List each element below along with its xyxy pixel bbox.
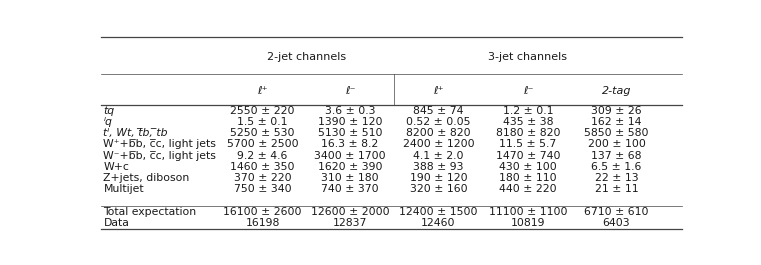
- Text: Multijet: Multijet: [103, 184, 144, 194]
- Text: 137 ± 68: 137 ± 68: [591, 151, 642, 161]
- Text: 9.2 ± 4.6: 9.2 ± 4.6: [237, 151, 288, 161]
- Text: 4.1 ± 2.0: 4.1 ± 2.0: [413, 151, 463, 161]
- Text: 1.5 ± 0.1: 1.5 ± 0.1: [237, 117, 288, 127]
- Text: tᴵ, Wt, t̅b, ̅tb: tᴵ, Wt, t̅b, ̅tb: [103, 128, 168, 138]
- Text: 310 ± 180: 310 ± 180: [321, 173, 379, 183]
- Text: 8180 ± 820: 8180 ± 820: [495, 128, 560, 138]
- Text: 200 ± 100: 200 ± 100: [587, 139, 645, 149]
- Text: 750 ± 340: 750 ± 340: [234, 184, 291, 194]
- Text: 845 ± 74: 845 ± 74: [413, 106, 463, 116]
- Text: 11.5 ± 5.7: 11.5 ± 5.7: [499, 139, 556, 149]
- Text: 16198: 16198: [246, 218, 280, 228]
- Text: 12837: 12837: [333, 218, 367, 228]
- Text: 1470 ± 740: 1470 ± 740: [495, 151, 560, 161]
- Text: Total expectation: Total expectation: [103, 207, 196, 217]
- Text: 0.52 ± 0.05: 0.52 ± 0.05: [406, 117, 470, 127]
- Text: 12600 ± 2000: 12600 ± 2000: [310, 207, 389, 217]
- Text: ℓ⁻: ℓ⁻: [345, 86, 355, 96]
- Text: 12400 ± 1500: 12400 ± 1500: [399, 207, 478, 217]
- Text: W⁺+b̅b, c̅c, light jets: W⁺+b̅b, c̅c, light jets: [103, 139, 216, 149]
- Text: ℓ⁻: ℓ⁻: [523, 86, 533, 96]
- Text: 6403: 6403: [603, 218, 630, 228]
- Text: 8200 ± 820: 8200 ± 820: [406, 128, 471, 138]
- Text: W⁻+b̅b, c̅c, light jets: W⁻+b̅b, c̅c, light jets: [103, 151, 216, 161]
- Text: 22 ± 13: 22 ± 13: [594, 173, 638, 183]
- Text: 2550 ± 220: 2550 ± 220: [231, 106, 295, 116]
- Text: 16.3 ± 8.2: 16.3 ± 8.2: [321, 139, 378, 149]
- Text: Data: Data: [103, 218, 129, 228]
- Text: Z+jets, diboson: Z+jets, diboson: [103, 173, 189, 183]
- Text: 6.5 ± 1.6: 6.5 ± 1.6: [591, 162, 642, 172]
- Text: 3400 ± 1700: 3400 ± 1700: [314, 151, 386, 161]
- Text: 12460: 12460: [421, 218, 456, 228]
- Text: 309 ± 26: 309 ± 26: [591, 106, 642, 116]
- Text: 5850 ± 580: 5850 ± 580: [584, 128, 648, 138]
- Text: 5130 ± 510: 5130 ± 510: [317, 128, 382, 138]
- Text: ᴵq: ᴵq: [103, 117, 113, 127]
- Text: 6710 ± 610: 6710 ± 610: [584, 207, 648, 217]
- Text: 430 ± 100: 430 ± 100: [499, 162, 557, 172]
- Text: 320 ± 160: 320 ± 160: [409, 184, 467, 194]
- Text: 10819: 10819: [511, 218, 546, 228]
- Text: 180 ± 110: 180 ± 110: [499, 173, 557, 183]
- Text: 3.6 ± 0.3: 3.6 ± 0.3: [325, 106, 375, 116]
- Text: 2-tag: 2-tag: [602, 86, 631, 96]
- Text: 440 ± 220: 440 ± 220: [499, 184, 557, 194]
- Text: 1.2 ± 0.1: 1.2 ± 0.1: [503, 106, 553, 116]
- Text: 435 ± 38: 435 ± 38: [503, 117, 553, 127]
- Text: 11100 ± 1100: 11100 ± 1100: [489, 207, 567, 217]
- Text: 1620 ± 390: 1620 ± 390: [317, 162, 382, 172]
- Text: 1460 ± 350: 1460 ± 350: [231, 162, 295, 172]
- Text: 2-jet channels: 2-jet channels: [266, 52, 345, 62]
- Text: 190 ± 120: 190 ± 120: [409, 173, 467, 183]
- Text: 1390 ± 120: 1390 ± 120: [317, 117, 382, 127]
- Text: 162 ± 14: 162 ± 14: [591, 117, 642, 127]
- Text: 388 ± 93: 388 ± 93: [413, 162, 463, 172]
- Text: 3-jet channels: 3-jet channels: [488, 52, 567, 62]
- Text: 21 ± 11: 21 ± 11: [594, 184, 638, 194]
- Text: ℓ⁺: ℓ⁺: [257, 86, 268, 96]
- Text: 5250 ± 530: 5250 ± 530: [231, 128, 295, 138]
- Text: W+c: W+c: [103, 162, 129, 172]
- Text: 370 ± 220: 370 ± 220: [234, 173, 291, 183]
- Text: 740 ± 370: 740 ± 370: [321, 184, 379, 194]
- Text: 2400 ± 1200: 2400 ± 1200: [403, 139, 474, 149]
- Text: 16100 ± 2600: 16100 ± 2600: [224, 207, 302, 217]
- Text: 5700 ± 2500: 5700 ± 2500: [227, 139, 298, 149]
- Text: tq: tq: [103, 106, 114, 116]
- Text: ℓ⁺: ℓ⁺: [433, 86, 444, 96]
